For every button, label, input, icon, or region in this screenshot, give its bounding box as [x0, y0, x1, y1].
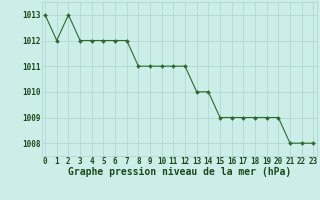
X-axis label: Graphe pression niveau de la mer (hPa): Graphe pression niveau de la mer (hPa)	[68, 167, 291, 177]
